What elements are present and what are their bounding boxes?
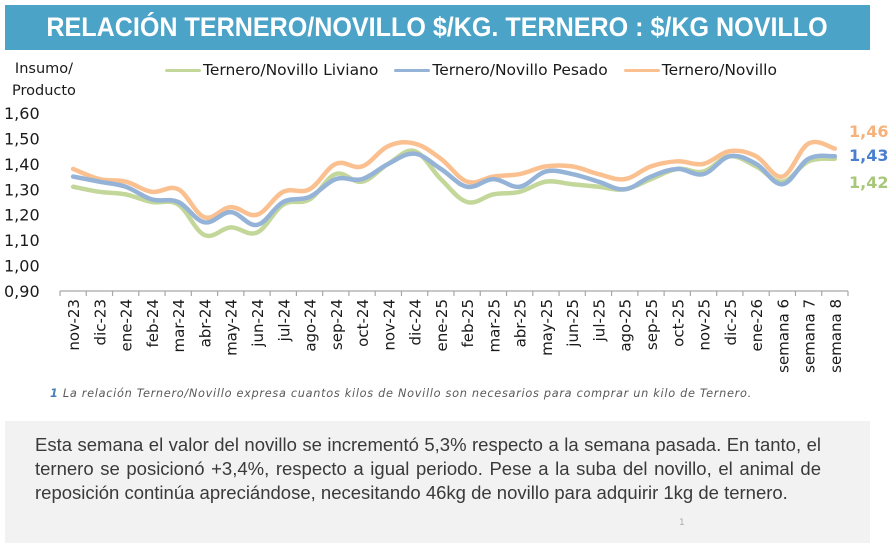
series-lines bbox=[70, 139, 838, 239]
x-tick-label: sep-24 bbox=[328, 299, 346, 350]
x-tick-label: jun-24 bbox=[249, 299, 267, 348]
x-tick-label: nov-25 bbox=[696, 299, 714, 351]
x-tick-label: mar-25 bbox=[485, 299, 503, 353]
y-tick-label: 1,30 bbox=[4, 180, 40, 199]
x-tick-label: jul-25 bbox=[590, 299, 608, 342]
x-tick-label: dic-23 bbox=[91, 299, 109, 345]
x-tick-label: may-25 bbox=[538, 299, 556, 356]
x-tick-label: abr-24 bbox=[196, 299, 214, 347]
y-tick-label: 1,50 bbox=[4, 129, 40, 148]
footnote: 1 La relación Ternero/Novillo expresa cu… bbox=[50, 387, 752, 400]
x-tick-label: semana 6 bbox=[774, 299, 792, 373]
x-tick-label: oct-25 bbox=[669, 299, 687, 347]
x-tick-label: semana 8 bbox=[827, 299, 845, 373]
x-tick-label: ene-26 bbox=[748, 299, 766, 351]
y-tick-label: 1,10 bbox=[4, 231, 40, 250]
legend-label-ternero-novillo: Ternero/Novillo bbox=[661, 61, 777, 79]
x-tick-label: abr-25 bbox=[512, 299, 530, 347]
x-tick-label: feb-25 bbox=[459, 299, 477, 348]
footnote-number: 1 bbox=[50, 387, 59, 400]
x-axis bbox=[59, 290, 849, 296]
y-axis-ticks: 1,60 1,50 1,40 1,30 1,20 1,10 1,00 0,90 bbox=[4, 104, 40, 301]
legend-item-liviano: Ternero/Novillo Liviano bbox=[165, 61, 378, 79]
x-tick-label: ago-24 bbox=[302, 299, 320, 352]
summary-box: Esta semana el valor del novillo se incr… bbox=[5, 421, 870, 543]
y-tick-label: 0,90 bbox=[4, 282, 40, 301]
x-tick-label: jul-24 bbox=[275, 299, 293, 342]
x-tick-label: feb-24 bbox=[144, 299, 162, 348]
x-tick-label: semana 7 bbox=[801, 299, 819, 373]
x-tick-label: mar-24 bbox=[170, 299, 188, 353]
line-chart: 1,60 1,50 1,40 1,30 1,20 1,10 1,00 0,90 nov-23 d… bbox=[4, 104, 888, 373]
x-tick-label: ene-25 bbox=[433, 299, 451, 351]
x-tick-label: oct-24 bbox=[354, 299, 372, 347]
legend-item-pesado: Ternero/Novillo Pesado bbox=[394, 61, 608, 79]
x-tick-label: nov-24 bbox=[380, 299, 398, 351]
footnote-text: La relación Ternero/Novillo expresa cuan… bbox=[62, 387, 752, 400]
x-tick-label: dic-25 bbox=[722, 299, 740, 345]
legend-label-pesado: Ternero/Novillo Pesado bbox=[432, 61, 608, 79]
x-tick-label: jun-25 bbox=[564, 299, 582, 348]
y-axis-title: Insumo/ Producto bbox=[12, 58, 76, 102]
y-tick-label: 1,00 bbox=[4, 257, 40, 276]
y-axis-title-line2: Producto bbox=[12, 83, 76, 99]
legend-swatch-pesado bbox=[394, 68, 431, 72]
end-label-pesado: 1,43 bbox=[849, 146, 888, 165]
x-tick-label: nov-23 bbox=[65, 299, 83, 351]
x-tick-label: may-24 bbox=[223, 299, 241, 356]
series-line-pesado bbox=[70, 151, 838, 228]
legend: Ternero/Novillo Liviano Ternero/Novillo … bbox=[165, 61, 793, 79]
x-tick-label: ago-25 bbox=[617, 299, 635, 352]
y-tick-label: 1,60 bbox=[4, 104, 40, 123]
x-tick-label: sep-25 bbox=[643, 299, 661, 350]
series-line-ternero-novillo bbox=[70, 139, 838, 220]
page-reference: 1 bbox=[679, 518, 685, 528]
y-tick-label: 1,40 bbox=[4, 155, 40, 174]
x-axis-labels: nov-23 dic-23 ene-24 feb-24 mar-24 abr-24 may-… bbox=[65, 299, 845, 373]
title-bar: RELACIÓN TERNERO/NOVILLO $/KG. TERNERO :… bbox=[5, 5, 870, 50]
end-labels: 1,42 1,43 1,46 bbox=[849, 122, 888, 192]
y-axis-title-line1: Insumo/ bbox=[14, 61, 74, 77]
legend-item-ternero-novillo: Ternero/Novillo bbox=[623, 61, 777, 79]
x-tick-label: ene-24 bbox=[118, 299, 136, 351]
summary-text: Esta semana el valor del novillo se incr… bbox=[35, 434, 821, 503]
legend-swatch-liviano bbox=[165, 68, 201, 72]
chart-title: RELACIÓN TERNERO/NOVILLO $/KG. TERNERO :… bbox=[46, 12, 829, 42]
series-line-liviano bbox=[70, 148, 838, 239]
end-label-liviano: 1,42 bbox=[849, 173, 888, 192]
legend-swatch-ternero-novillo bbox=[623, 68, 660, 72]
x-tick-label: dic-24 bbox=[407, 299, 425, 345]
legend-label-liviano: Ternero/Novillo Liviano bbox=[203, 61, 379, 79]
y-tick-label: 1,20 bbox=[4, 206, 40, 225]
end-label-ternero-novillo: 1,46 bbox=[849, 122, 888, 141]
